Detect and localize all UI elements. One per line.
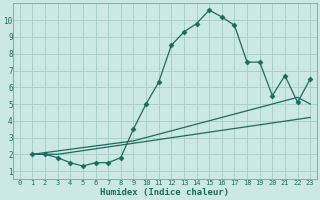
X-axis label: Humidex (Indice chaleur): Humidex (Indice chaleur) — [100, 188, 229, 197]
